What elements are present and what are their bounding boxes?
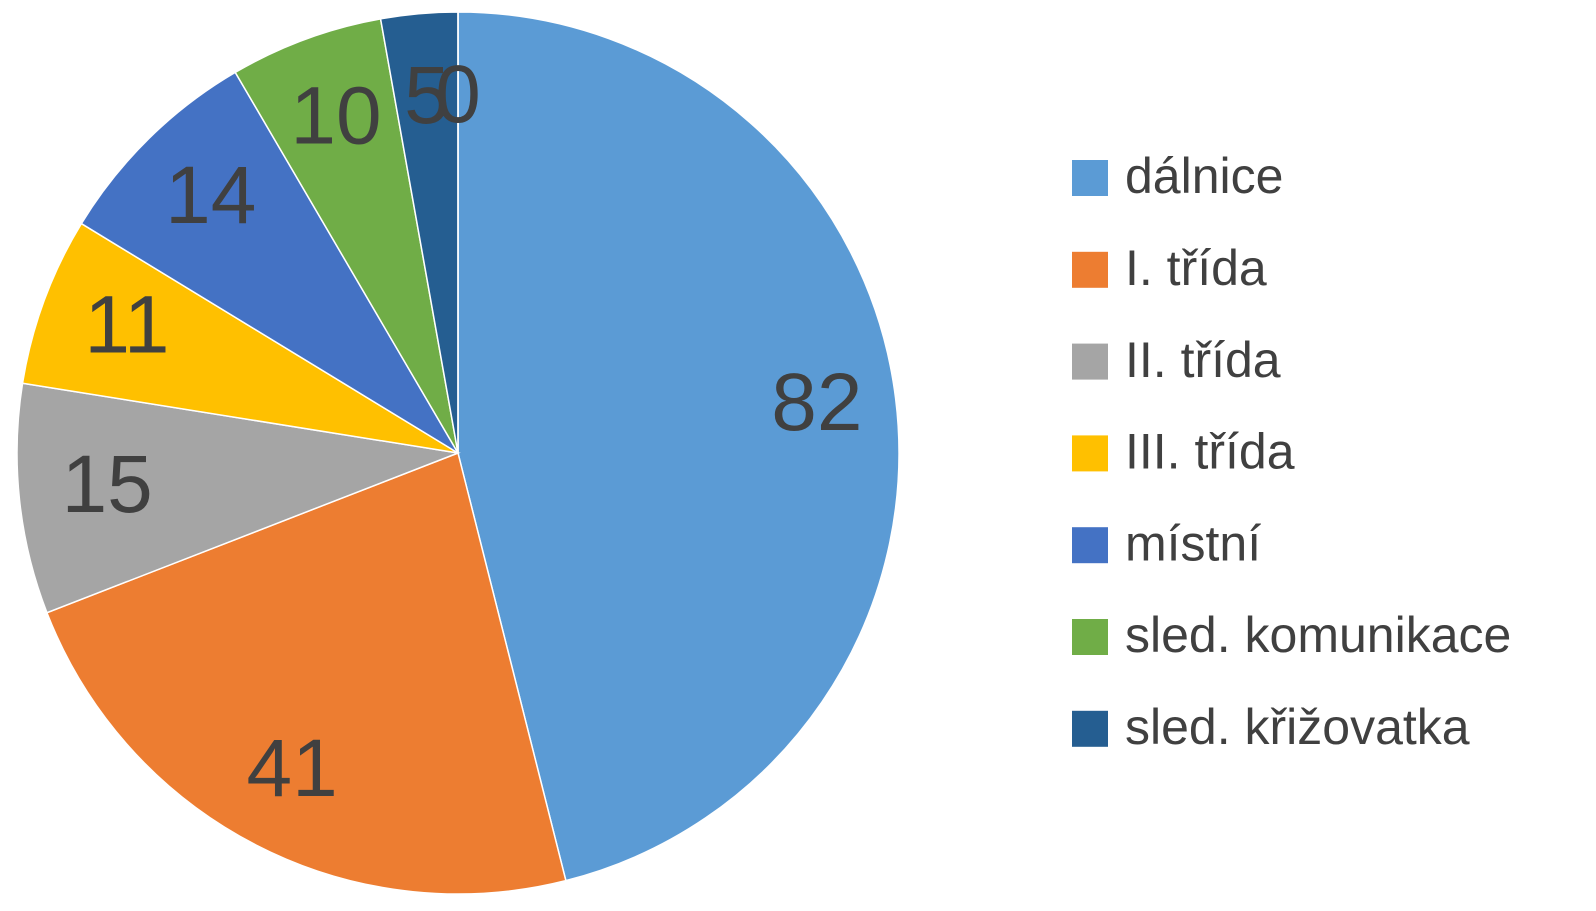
legend-label: sled. komunikace (1125, 607, 1511, 663)
pie-slice (45, 451, 567, 895)
data-label: 0 (435, 49, 481, 140)
pie-slice (16, 382, 461, 614)
legend-swatch (1072, 619, 1108, 655)
legend-label: II. třída (1125, 332, 1281, 388)
legend-swatch (1072, 527, 1108, 564)
pie-slice (80, 71, 459, 454)
data-label: 41 (247, 723, 338, 814)
data-label: 10 (290, 71, 381, 162)
legend-swatch (1072, 710, 1108, 747)
data-label: 11 (84, 280, 169, 371)
pie-slice (234, 17, 459, 454)
data-label: 5 (404, 50, 450, 141)
legend-label: místní (1125, 515, 1261, 571)
legend-swatch (1072, 160, 1108, 196)
data-label: 15 (62, 439, 153, 530)
legend-swatch (1072, 435, 1108, 472)
legend-label: III. třída (1125, 424, 1295, 480)
pie-slice (21, 222, 459, 454)
legend-label: sled. křižovatka (1125, 699, 1470, 755)
legend-swatch (1072, 251, 1108, 288)
data-label: 82 (771, 357, 862, 448)
pie-slice (457, 11, 900, 882)
legend-label: dálnice (1125, 148, 1283, 204)
data-label: 14 (165, 150, 256, 241)
legend-swatch (1072, 343, 1108, 380)
legend-label: I. třída (1125, 240, 1267, 296)
